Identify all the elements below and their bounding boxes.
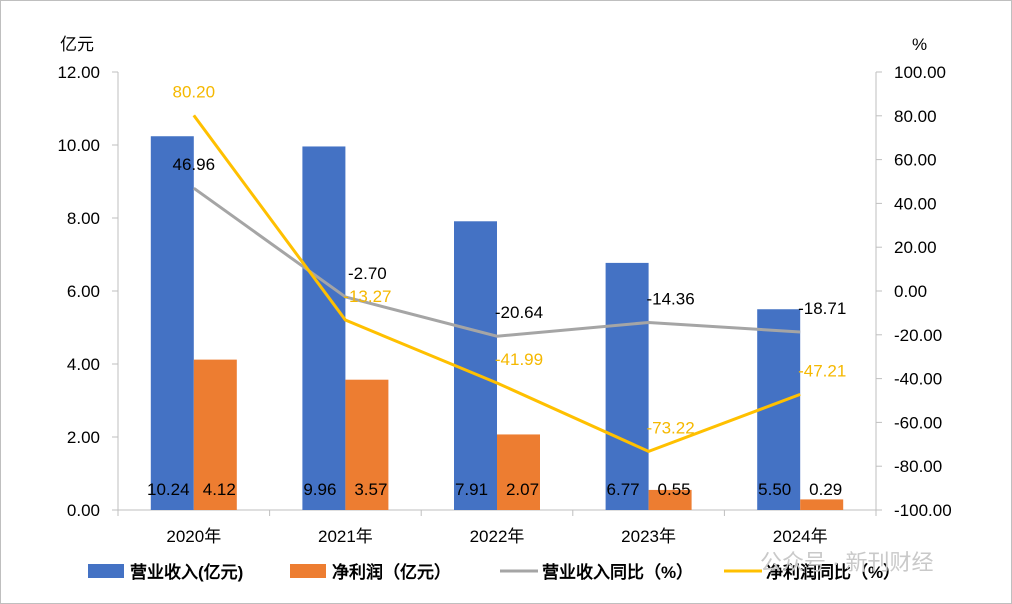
line-value-label: -41.99 [495, 350, 543, 369]
left-tick-label: 12.00 [57, 63, 100, 82]
x-tick-label: 2024年 [773, 527, 828, 546]
bar-value-label: 7.91 [455, 480, 488, 499]
right-tick-label: 0.00 [894, 282, 927, 301]
left-axis-unit: 亿元 [60, 35, 94, 54]
x-tick-label: 2020年 [166, 527, 221, 546]
right-tick-label: -40.00 [894, 370, 942, 389]
line-value-label: 46.96 [173, 155, 216, 174]
left-tick-label: 8.00 [67, 209, 100, 228]
right-tick-label: 60.00 [894, 151, 937, 170]
right-tick-label: 20.00 [894, 238, 937, 257]
legend-swatch [290, 564, 326, 578]
data-labels: 10.24 9.96 7.91 6.77 5.50 4.12 3.57 2.07 0.55 0.2… [147, 82, 846, 499]
bar-revenue [150, 136, 194, 511]
line-value-label: -14.36 [646, 289, 694, 308]
bar-value-label: 5.50 [758, 480, 791, 499]
x-tick-label: 2021年 [318, 527, 373, 546]
watermark-text: 公众号 · 新刊财经 [760, 550, 934, 575]
right-tick-label: -100.00 [894, 501, 952, 520]
legend-label: 营业收入(亿元) [130, 562, 243, 582]
left-tick-label: 2.00 [67, 428, 100, 447]
lines [192, 114, 801, 453]
bar-value-label: 4.12 [203, 480, 236, 499]
x-tick-label: 2022年 [470, 527, 525, 546]
line-value-label: -18.71 [798, 299, 846, 318]
bars [150, 136, 844, 511]
bar-value-label: 2.07 [506, 480, 539, 499]
line-value-label: 80.20 [173, 82, 216, 101]
left-tick-label: 6.00 [67, 282, 100, 301]
right-tick-label: -80.00 [894, 457, 942, 476]
right-axis-unit: % [912, 35, 927, 54]
bar-value-label: 6.77 [607, 480, 640, 499]
legend-label: 净利润（亿元） [332, 562, 451, 582]
bar-net-profit [193, 359, 237, 510]
bar-value-label: 3.57 [354, 480, 387, 499]
left-tick-label: 4.00 [67, 355, 100, 374]
line-value-label: -13.27 [343, 287, 391, 306]
right-tick-label: -60.00 [894, 413, 942, 432]
line-value-label: -20.64 [495, 303, 543, 322]
line-value-label: -47.21 [798, 361, 846, 380]
bar-revenue [302, 146, 346, 510]
line-value-label: -2.70 [348, 264, 387, 283]
right-tick-label: 100.00 [894, 63, 946, 82]
x-tick-label: 2023年 [621, 527, 676, 546]
axes: 0.00 2.00 4.00 6.00 8.00 10.00 12.00 -100.00 -80… [57, 35, 951, 546]
left-tick-label: 10.00 [57, 136, 100, 155]
bar-revenue [454, 221, 497, 510]
right-tick-label: 80.00 [894, 107, 937, 126]
legend-label: 营业收入同比（%） [542, 562, 693, 582]
bar-net-profit [345, 379, 389, 510]
bar-net-profit [800, 499, 844, 510]
bar-value-label: 9.96 [303, 480, 336, 499]
legend-label: 净利润同比（%） [766, 562, 900, 582]
right-tick-label: 40.00 [894, 194, 937, 213]
bar-revenue [757, 309, 801, 510]
bar-revenue [605, 262, 649, 510]
bar-net-profit [497, 434, 540, 510]
left-tick-label: 0.00 [67, 501, 100, 520]
legend: 营业收入(亿元) 净利润（亿元） 营业收入同比（%） 净利润同比（%） [88, 562, 900, 582]
line-value-label: -73.22 [646, 418, 694, 437]
bar-value-label: 0.55 [658, 480, 691, 499]
bar-value-label: 0.29 [809, 480, 842, 499]
bar-net-profit [648, 489, 692, 510]
legend-swatch [88, 564, 124, 578]
right-tick-label: -20.00 [894, 326, 942, 345]
bar-value-label: 10.24 [147, 480, 190, 499]
